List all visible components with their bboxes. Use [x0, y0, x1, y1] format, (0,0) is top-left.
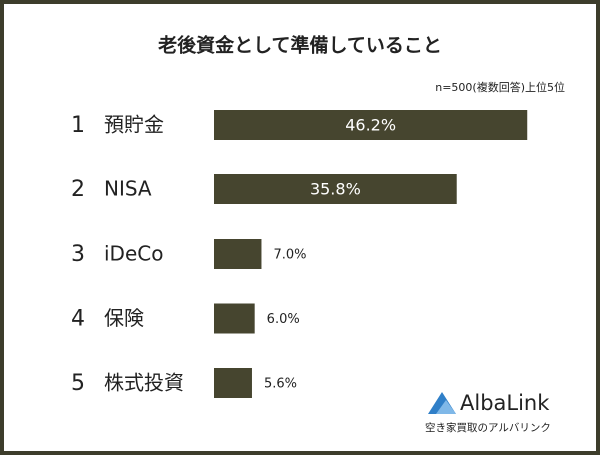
chart-title: 老後資金として準備していること [158, 34, 442, 57]
value-label: 7.0% [273, 248, 306, 263]
category-label: NISA [104, 177, 152, 201]
chart-subtitle: n=500(複数回答)上位5位 [435, 80, 565, 94]
value-label: 35.8% [310, 180, 361, 199]
rank: 3 [71, 242, 85, 267]
logo-icon-accent [436, 400, 456, 414]
rank: 4 [71, 307, 85, 332]
rank: 2 [71, 177, 85, 202]
category-label: 預貯金 [104, 113, 164, 137]
logo-tagline: 空き家買取のアルバリンク [425, 421, 551, 434]
category-label: 保険 [104, 306, 144, 330]
value-label: 46.2% [345, 116, 396, 135]
category-label: iDeCo [104, 242, 163, 266]
value-label: 6.0% [267, 312, 300, 327]
bar [214, 174, 457, 204]
bar [214, 368, 252, 398]
bar [214, 239, 262, 269]
rank: 5 [71, 371, 85, 396]
bar [214, 303, 255, 334]
category-label: 株式投資 [104, 371, 184, 395]
value-label: 5.6% [264, 377, 297, 392]
bar [214, 110, 528, 140]
logo-name: AlbaLink [460, 391, 550, 415]
rank: 1 [71, 113, 85, 138]
